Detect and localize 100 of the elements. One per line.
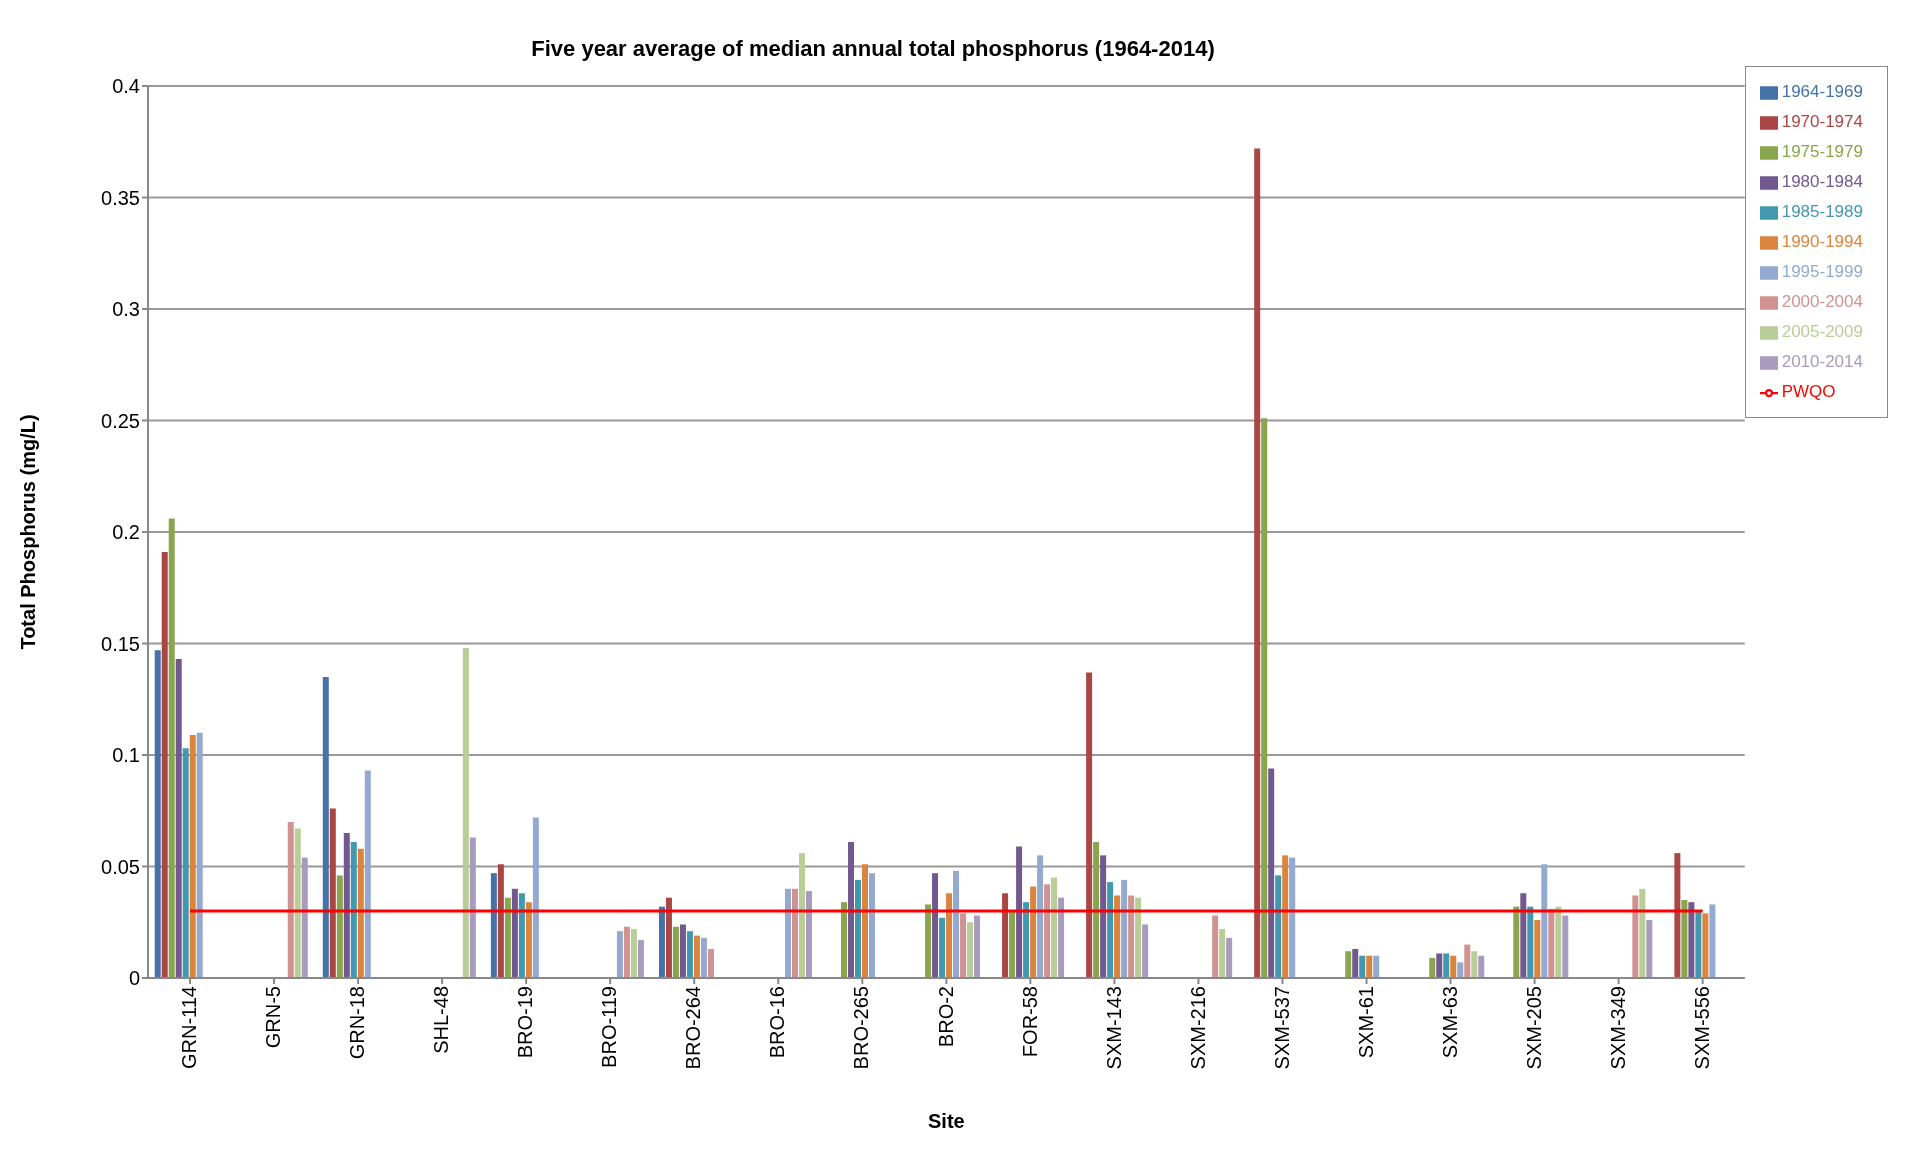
bar	[1093, 841, 1100, 978]
bar	[287, 821, 294, 978]
bar	[1289, 857, 1296, 978]
y-axis-title: Total Phosphorus (mg/L)	[17, 414, 40, 650]
y-tick-label: 0.05	[101, 855, 140, 878]
bar	[1051, 877, 1058, 978]
bar	[182, 748, 189, 978]
bar	[322, 676, 329, 978]
bar	[637, 940, 644, 978]
bar	[693, 935, 700, 978]
bar	[462, 647, 469, 978]
bar	[1464, 944, 1471, 978]
bar	[1527, 906, 1534, 978]
bar	[869, 873, 876, 978]
bar	[1443, 953, 1450, 978]
x-tick-label: FOR-58	[1018, 986, 1041, 1058]
bar	[1478, 955, 1485, 978]
legend-label: 1975-1979	[1781, 142, 1863, 161]
legend-label: 2005-2009	[1781, 322, 1863, 341]
bar	[1674, 853, 1681, 978]
x-tick-label: BRO-119	[598, 986, 621, 1068]
bar	[336, 875, 343, 978]
bar	[1107, 882, 1114, 978]
bar	[1002, 893, 1009, 978]
x-tick-label: SXM-61	[1354, 986, 1377, 1059]
x-tick-label: GRN-5	[262, 986, 285, 1049]
bar	[1709, 904, 1716, 978]
bar	[1541, 864, 1548, 978]
bar	[679, 924, 686, 978]
x-tick-label: SXM-216	[1186, 986, 1209, 1070]
bar	[497, 864, 504, 978]
bar	[1520, 893, 1527, 978]
bar	[350, 841, 357, 978]
bar	[784, 888, 791, 978]
bar	[1695, 911, 1702, 978]
bar	[490, 873, 497, 978]
bar	[1058, 897, 1065, 978]
x-tick-label: BRO-265	[850, 986, 873, 1070]
bar	[532, 817, 539, 978]
bar	[1254, 148, 1261, 978]
bar	[1226, 937, 1233, 978]
bar	[791, 888, 798, 978]
x-tick-label: SXM-143	[1102, 986, 1125, 1070]
bar	[939, 917, 946, 978]
bar	[343, 833, 350, 978]
y-tick-label: 0.1	[112, 744, 140, 767]
bar	[798, 853, 805, 978]
bar	[175, 659, 182, 978]
bar	[1632, 895, 1639, 978]
bar	[1086, 672, 1093, 978]
bar	[1688, 902, 1695, 978]
legend-label: PWQO	[1781, 382, 1836, 401]
bar	[329, 808, 336, 978]
bar	[1114, 895, 1121, 978]
bar	[1030, 886, 1037, 978]
bar	[967, 922, 974, 978]
bar	[1142, 924, 1149, 978]
bar	[946, 893, 953, 978]
bar	[469, 837, 476, 978]
bar	[1037, 855, 1044, 978]
bar	[1212, 915, 1219, 978]
bar	[862, 864, 869, 978]
y-tick-label: 0.2	[112, 521, 140, 544]
bar	[1016, 846, 1023, 978]
y-tick-label: 0.3	[112, 298, 140, 321]
bar	[511, 888, 518, 978]
y-tick-label: 0.4	[112, 75, 140, 98]
bar	[1534, 920, 1541, 978]
bar	[189, 734, 196, 978]
bar	[294, 828, 301, 978]
bar	[932, 873, 939, 978]
bar	[1261, 418, 1268, 978]
legend-label: 2000-2004	[1781, 292, 1863, 311]
bar	[1702, 913, 1709, 978]
chart-title: Five year average of median annual total phosphorus (1964-2014)	[530, 36, 1216, 62]
bar	[974, 915, 981, 978]
x-tick-label: GRN-18	[346, 986, 369, 1060]
bar	[1450, 955, 1457, 978]
bar	[1009, 911, 1016, 978]
x-tick-label: SXM-556	[1690, 986, 1713, 1070]
legend-label: 1985-1989	[1781, 202, 1863, 221]
legend-label: 1990-1994	[1781, 232, 1863, 251]
bar	[925, 904, 932, 978]
legend-label: 1980-1984	[1781, 172, 1863, 191]
x-tick-label: SXM-63	[1438, 986, 1461, 1059]
bar	[1373, 955, 1380, 978]
bar	[1023, 902, 1030, 978]
x-tick-label: BRO-2	[934, 986, 957, 1048]
bar	[1513, 906, 1520, 978]
bar	[848, 841, 855, 978]
bar	[1268, 768, 1275, 978]
x-tick-label: SXM-349	[1606, 986, 1629, 1070]
bar	[1681, 899, 1688, 978]
x-axis-title: Site	[928, 1110, 965, 1132]
bar	[805, 891, 812, 978]
x-tick-label: SXM-205	[1522, 986, 1545, 1070]
bar	[196, 732, 203, 978]
bar	[616, 931, 623, 978]
bar	[168, 518, 175, 978]
bar	[1282, 855, 1289, 978]
